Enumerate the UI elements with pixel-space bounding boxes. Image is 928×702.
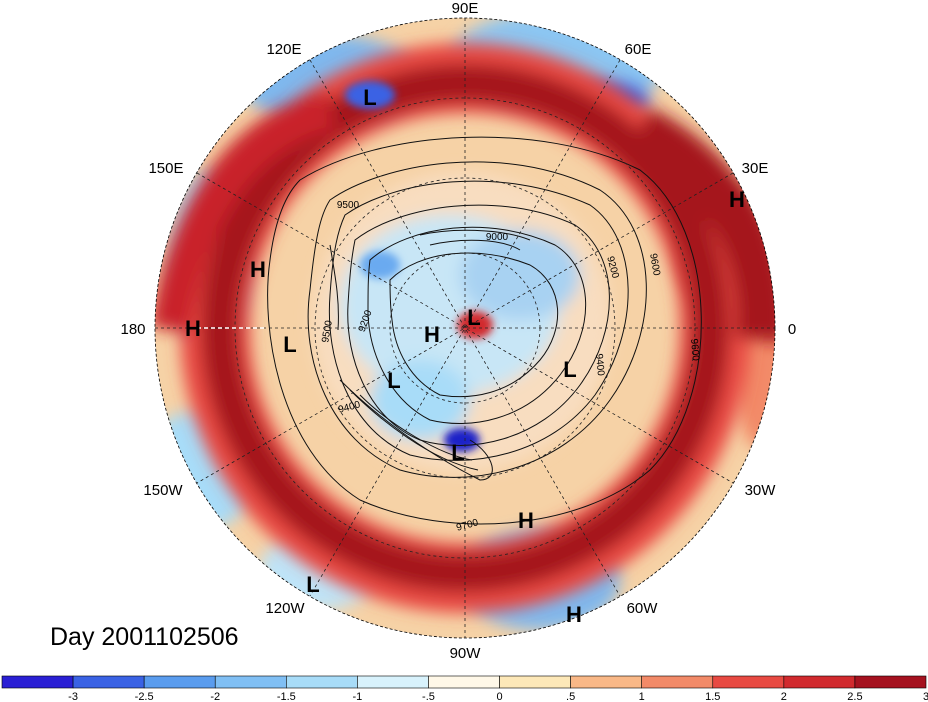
colorbar-swatch [357,675,429,689]
lon-60w: 60W [627,600,659,617]
lon-90e: 90E [452,0,479,17]
contour-label: 9600 [688,338,701,362]
colorbar-swatch [783,675,856,689]
high-pressure-marker: H [250,257,266,282]
colorbar-tick-label: .5 [566,691,575,702]
contour-label: 9500 [337,200,360,211]
lon-30w: 30W [745,482,777,499]
colorbar-swatch [712,675,785,689]
colorbar-swatch [499,675,571,689]
lon-0: 0 [788,321,796,338]
colorbar-tick-label: 0 [496,691,502,702]
low-pressure-marker: L [563,357,576,382]
low-pressure-marker: L [283,332,296,357]
high-pressure-marker: H [729,187,745,212]
colorbar-tick-label: 1.5 [705,691,720,702]
contour-label: 9400 [593,353,606,377]
geopotential-contours [267,136,702,525]
contour-label: 9000 [486,232,509,243]
low-pressure-marker: L [363,85,376,110]
colorbar-tick-label: -3 [68,691,78,702]
colorbar-swatch [641,675,714,689]
colorbar-swatch [214,675,287,689]
lon-60e: 60E [625,41,652,58]
contour-label: 9600 [647,253,662,277]
colorbar-swatch [428,675,500,689]
high-pressure-marker: H [424,322,440,347]
longitude-labels: 90E 60E 30E 0 30W 60W 90W 120W 150W 180 … [120,0,796,662]
high-pressure-marker: H [518,508,534,533]
colorbar-swatch [570,675,642,689]
colorbar-swatch [854,675,927,689]
colorbar-swatch [286,675,358,689]
colorbar-tick-label: -2.5 [135,691,154,702]
lon-30e: 30E [742,160,769,177]
lon-120e: 120E [266,41,301,58]
colorbar: -3 -2.5 -2 -1.5 -1 -.5 0 .5 1 1.5 2 2.5 3 [1,675,928,702]
lon-150w: 150W [143,482,183,499]
low-pressure-marker: L [387,368,400,393]
map-boundary [154,17,776,639]
map-title: Day 2001102506 [50,623,239,651]
lon-180: 180 [120,321,145,338]
graticule [155,18,775,638]
anomaly-field [155,18,775,638]
colorbar-tick-label: -1.5 [277,691,296,702]
lon-90w: 90W [450,645,482,662]
high-pressure-marker: H [185,316,201,341]
lon-120w: 120W [265,600,305,617]
low-pressure-marker: L [451,440,464,465]
colorbar-tick-label: 2.5 [847,691,862,702]
colorbar-tick-label: -.5 [422,691,435,702]
colorbar-tick-label: 1 [639,691,645,702]
colorbar-swatch [1,675,74,689]
colorbar-tick-label: -1 [352,691,362,702]
pressure-centers: H H H H H H L L L L L L L [185,85,745,627]
lon-150e: 150E [148,160,183,177]
low-pressure-marker: L [467,305,480,330]
colorbar-swatch [143,675,216,689]
colorbar-tick-label: 2 [781,691,787,702]
low-pressure-marker: L [306,572,319,597]
colorbar-tick-label: -2 [210,691,220,702]
colorbar-swatch [72,675,145,689]
high-pressure-marker: H [566,602,582,627]
colorbar-tick-label: 3 [923,691,928,702]
contour-label: 9500 [320,319,335,343]
